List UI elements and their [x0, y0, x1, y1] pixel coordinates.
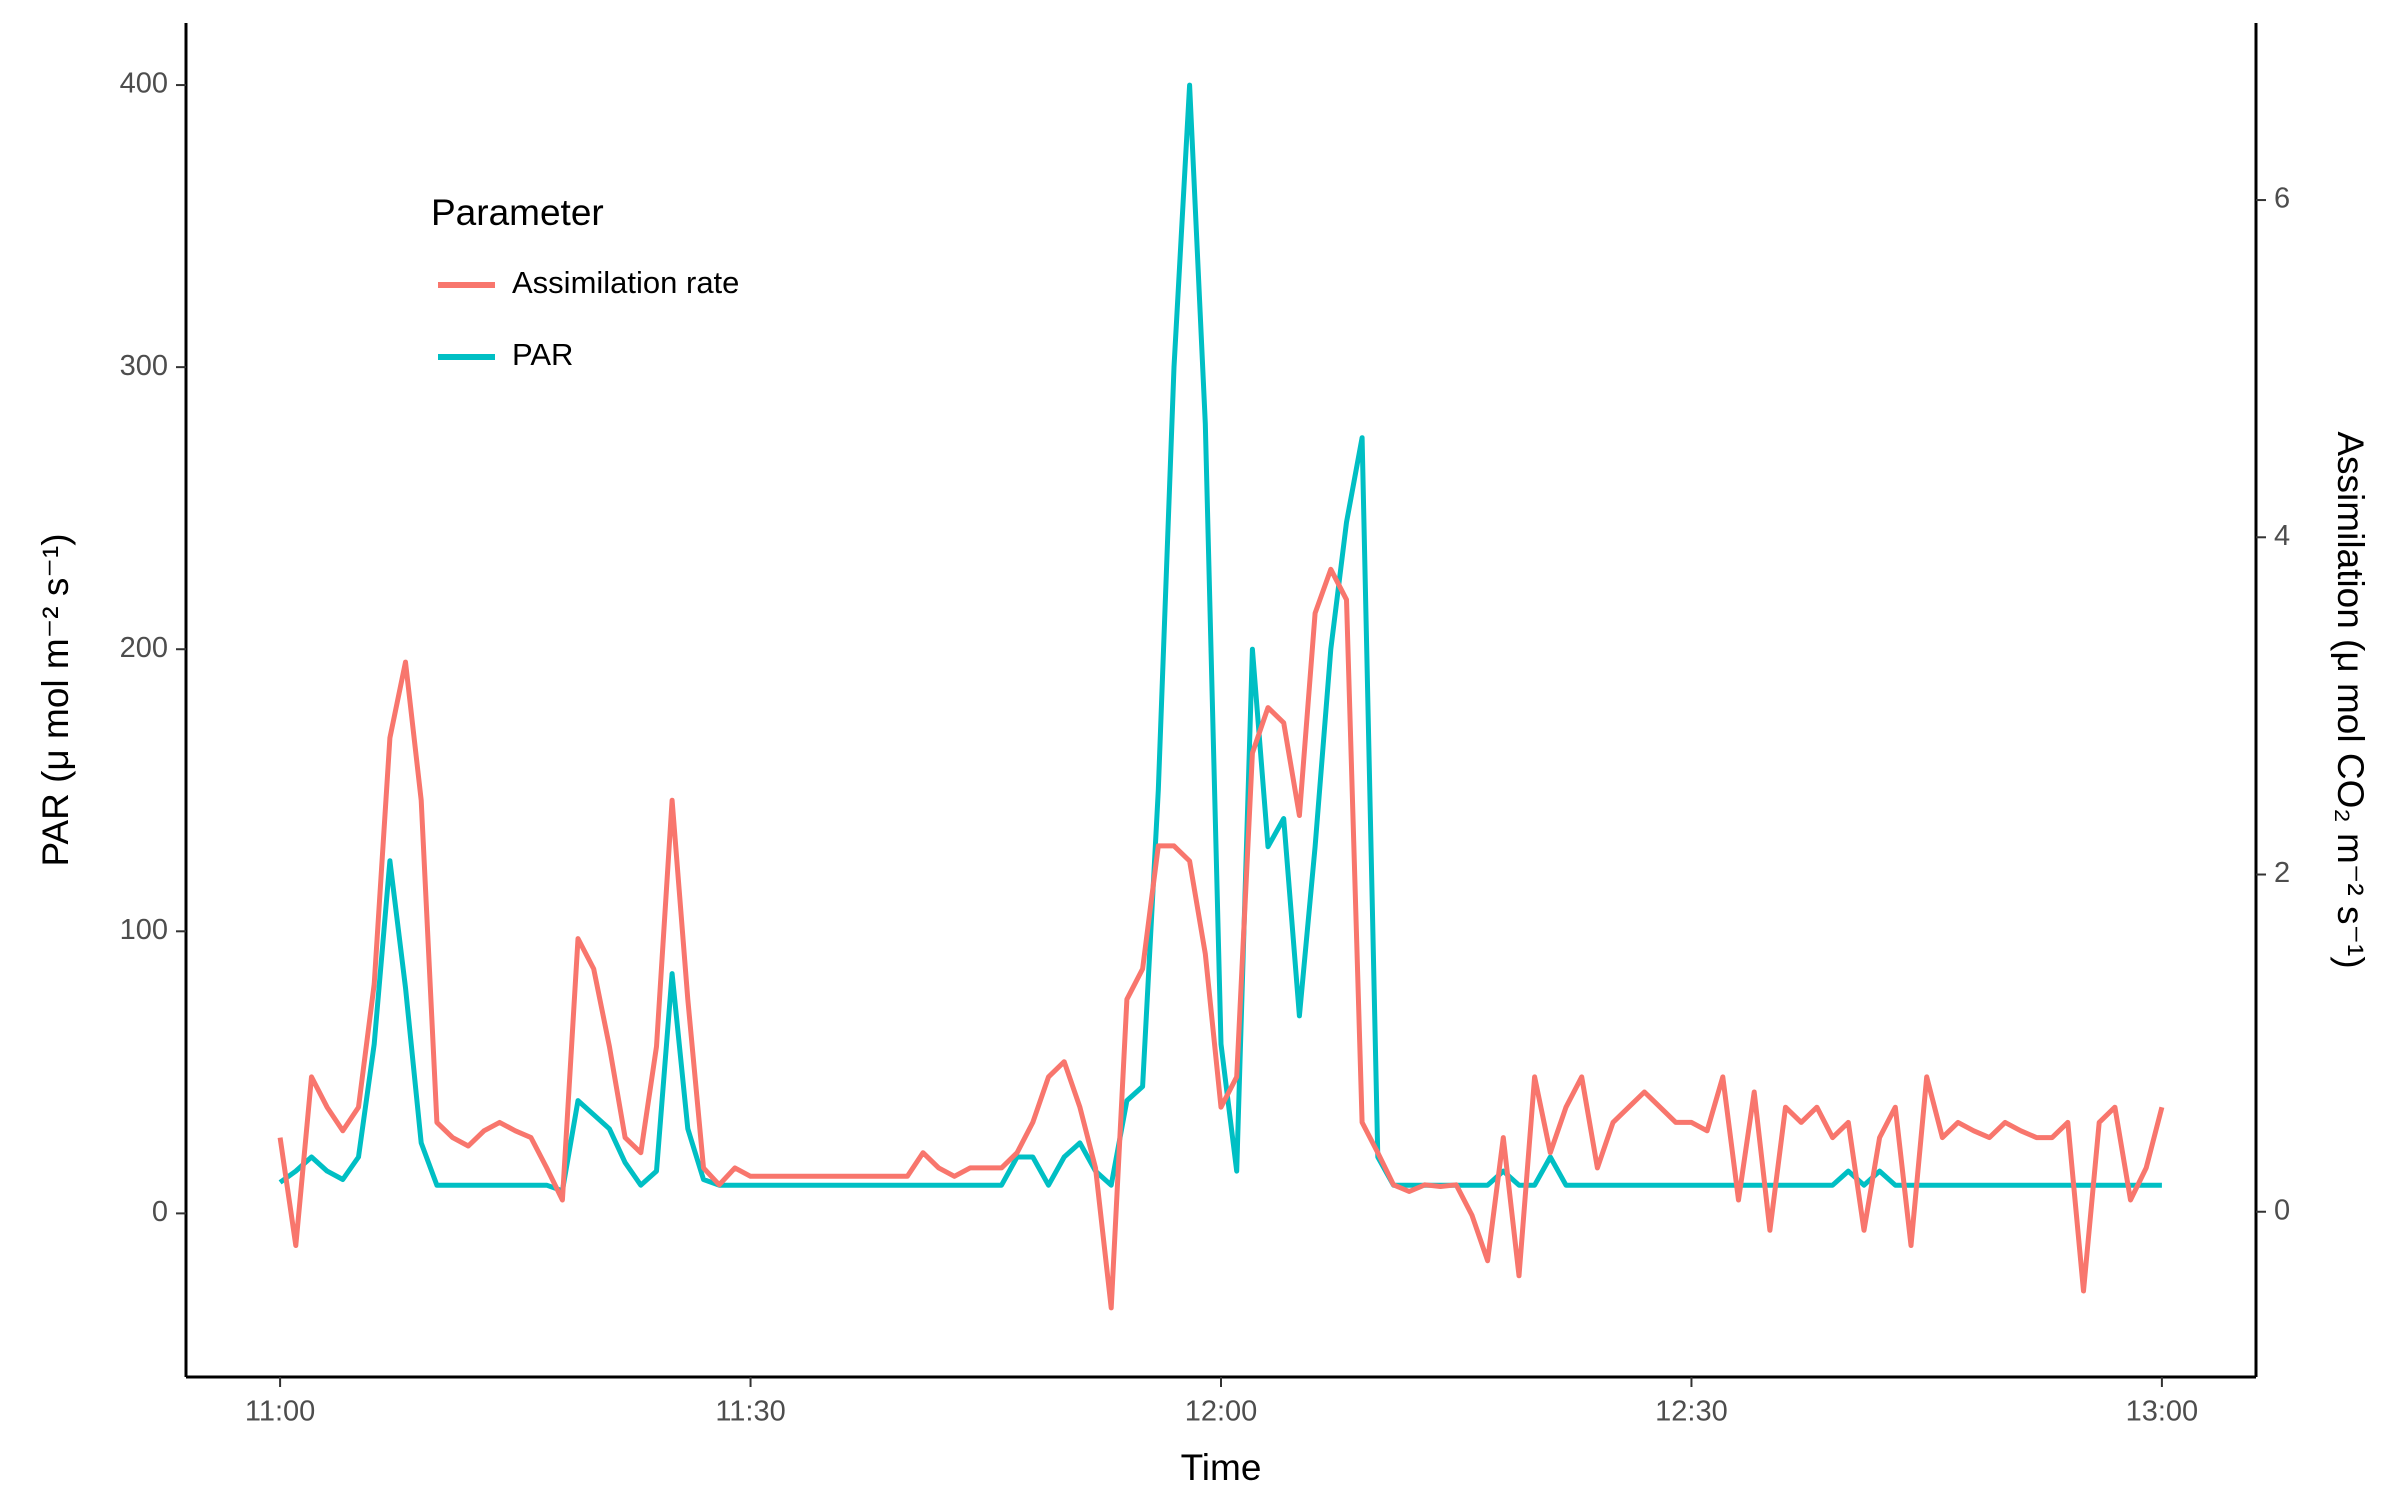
- y-tick-label: 400: [120, 68, 168, 100]
- x-tick-label: 12:30: [1655, 1396, 1728, 1428]
- x-axis-title: Time: [1181, 1447, 1262, 1488]
- y-tick-label: 300: [120, 350, 168, 382]
- y2-tick-label: 0: [2274, 1194, 2290, 1226]
- y2-axis-title: Assimilation (μ mol CO₂ m⁻² s⁻¹): [2330, 431, 2371, 968]
- x-tick-label: 13:00: [2126, 1396, 2199, 1428]
- y2-tick-label: 6: [2274, 183, 2290, 215]
- data-line: [278, 82, 2162, 1194]
- data-line: [277, 566, 2165, 1311]
- y-axis-title: PAR (μ mol m⁻² s⁻¹): [35, 533, 76, 866]
- x-tick-label: 12:00: [1185, 1396, 1258, 1428]
- y2-tick-label: 2: [2274, 857, 2290, 889]
- y-tick-label: 0: [152, 1196, 168, 1228]
- x-tick-label: 11:00: [245, 1396, 315, 1428]
- x-tick-label: 11:30: [715, 1396, 785, 1428]
- y-tick-label: 200: [120, 632, 168, 664]
- legend-label: PAR: [512, 337, 573, 372]
- legend-label: Assimilation rate: [512, 265, 739, 300]
- legend-title: Parameter: [431, 192, 604, 233]
- y2-tick-label: 4: [2274, 520, 2290, 552]
- y-tick-label: 100: [120, 914, 168, 946]
